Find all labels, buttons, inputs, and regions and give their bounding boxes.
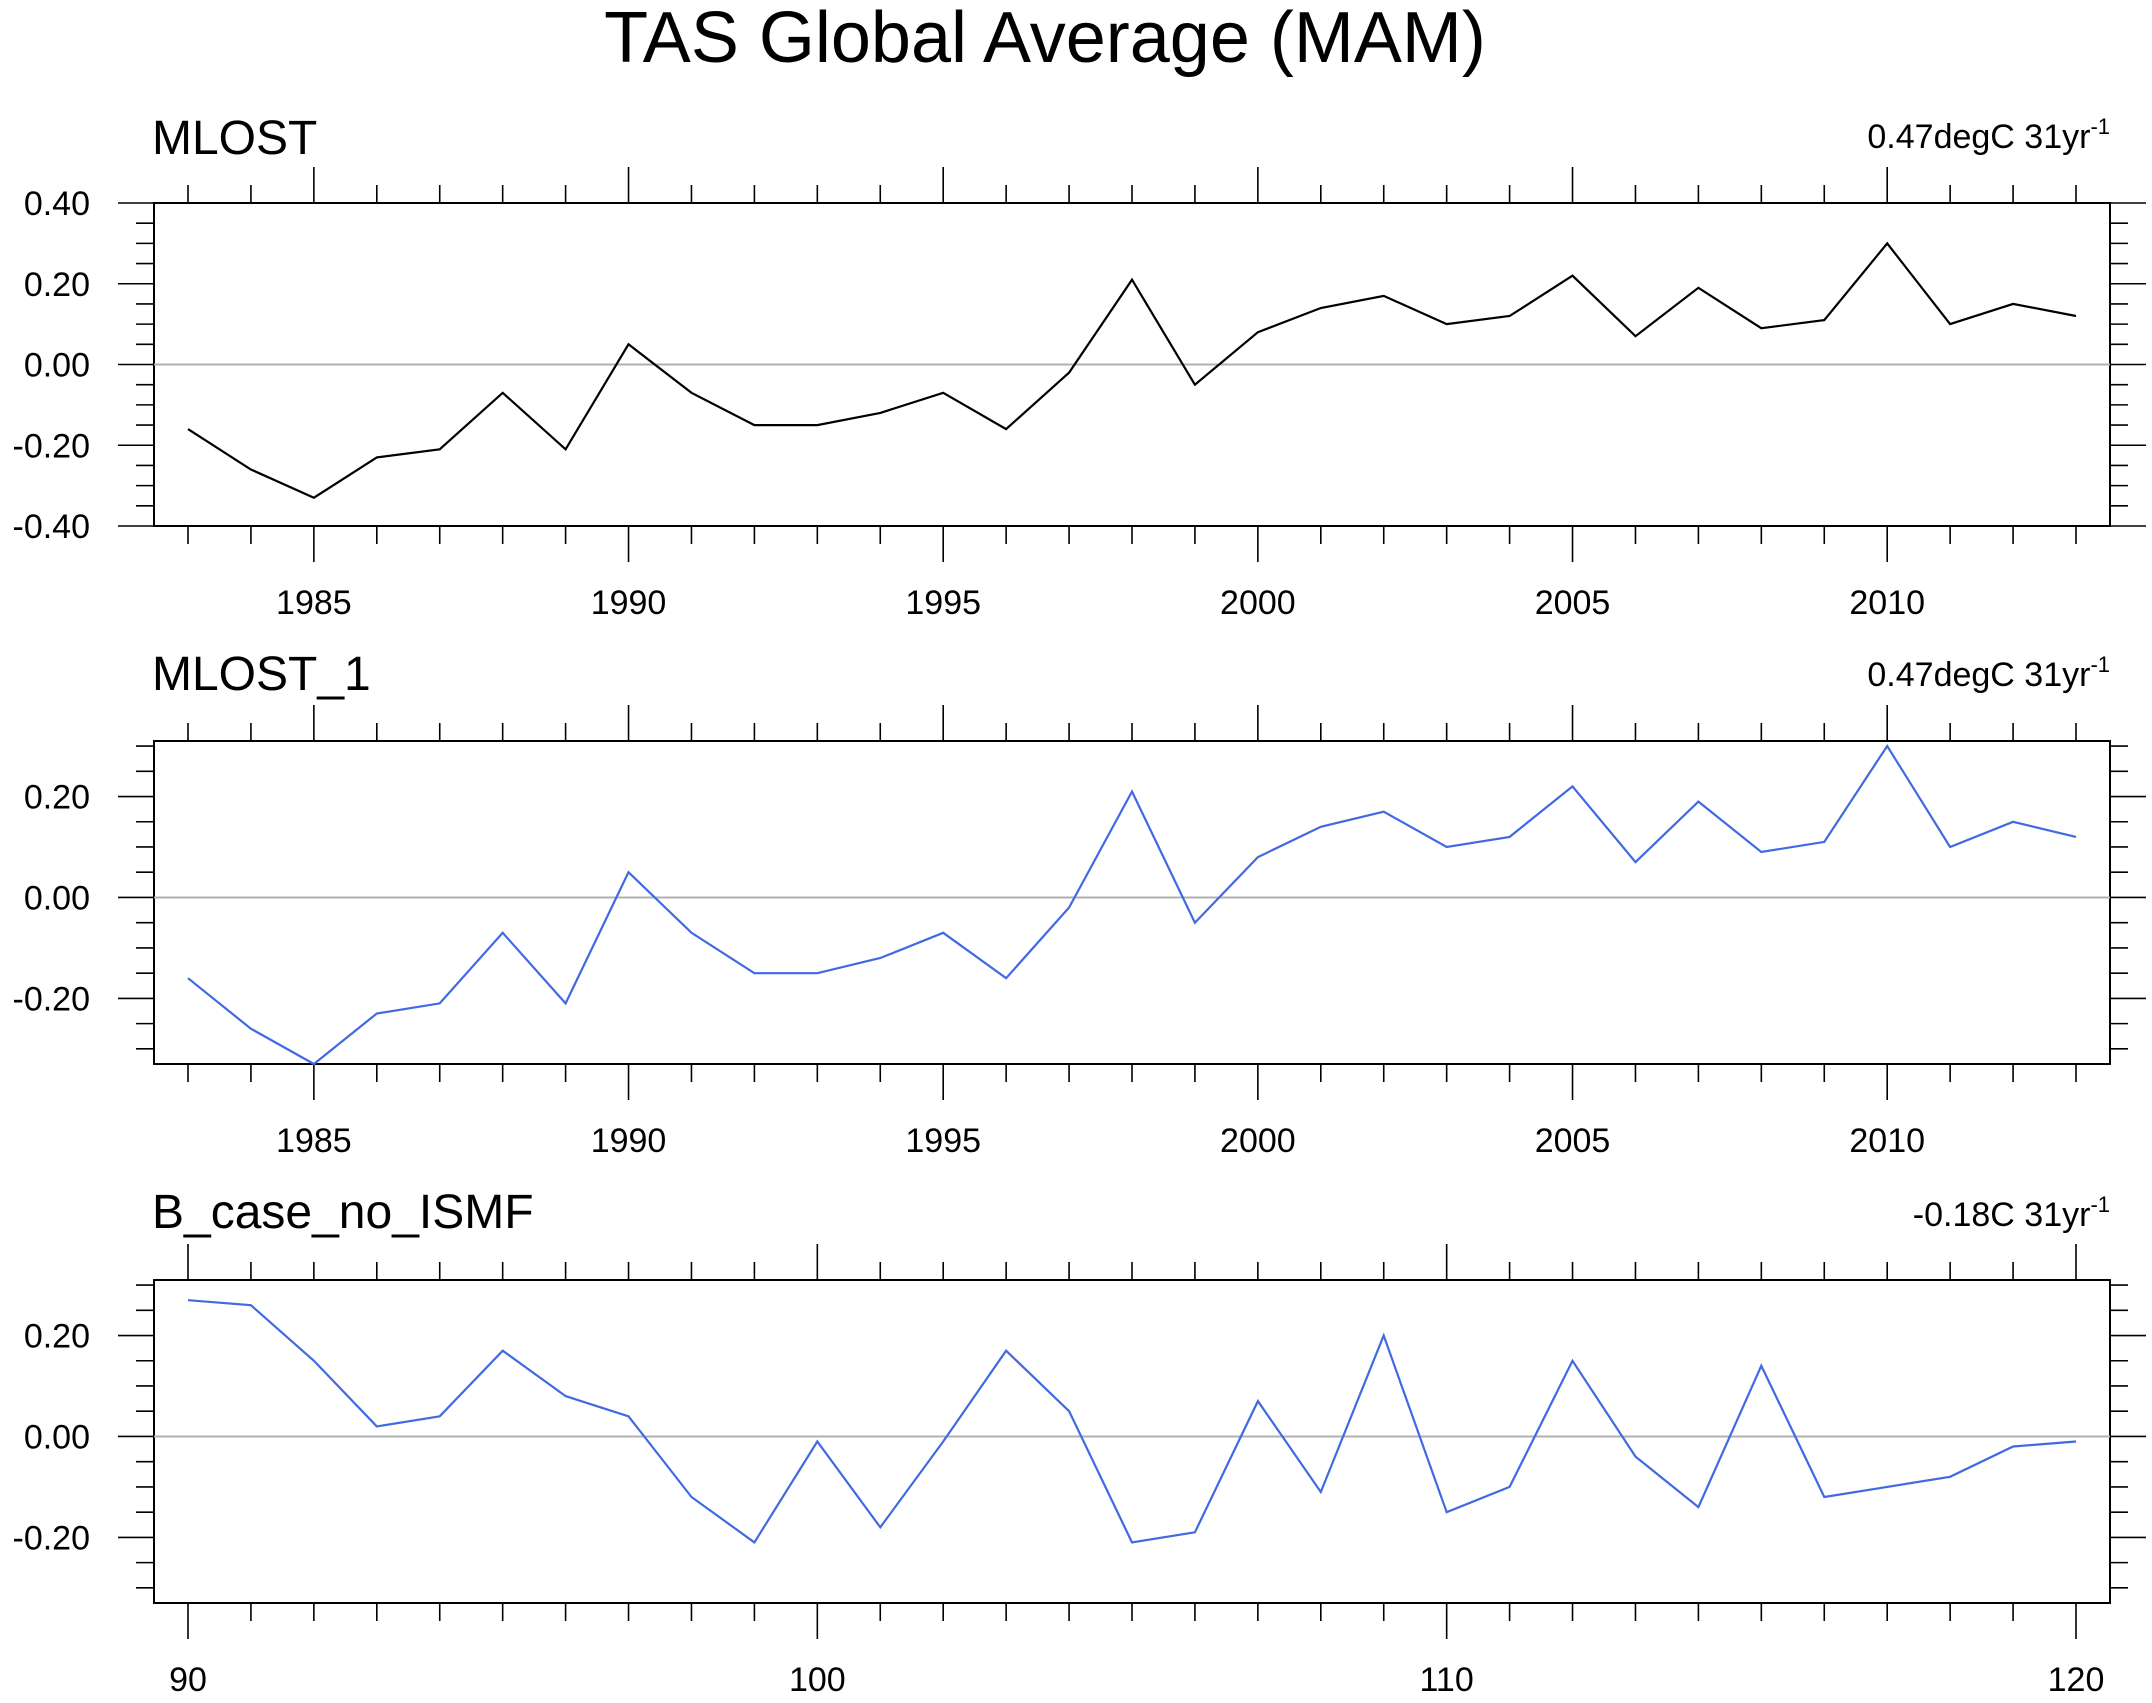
panel-title: B_case_no_ISMF — [152, 1186, 534, 1239]
y-tick-label: 0.00 — [24, 1418, 90, 1456]
y-ticks: -0.40 -0.20 0.00 0.20 0.40 — [13, 185, 2146, 546]
x-tick-label: 120 — [2048, 1661, 2105, 1699]
x-tick-label: 2000 — [1220, 584, 1296, 622]
trend-label: 0.47degC 31yr-1 — [1867, 652, 2110, 694]
x-tick-label: 1995 — [905, 584, 981, 622]
panel-b-case-no-ismf: B_case_no_ISMF -0.18C 31yr-1 90 100 110 120… — [13, 1186, 2146, 1699]
series-line — [187, 241, 2077, 499]
trend-exponent: -1 — [2090, 652, 2110, 677]
figure-title: TAS Global Average (MAM) — [604, 0, 1486, 78]
x-tick-label: 1995 — [905, 1122, 981, 1160]
trend-label: -0.18C 31yr-1 — [1913, 1192, 2110, 1234]
panel-title: MLOST — [152, 112, 317, 165]
trend-value: -0.18C 31yr — [1913, 1196, 2091, 1234]
x-ticks: 1985 1990 1995 2000 2005 2010 — [187, 167, 2077, 622]
series-line — [187, 743, 2077, 1066]
x-tick-label: 90 — [169, 1661, 207, 1699]
x-tick-label: 100 — [789, 1661, 846, 1699]
y-ticks: -0.20 0.00 0.20 — [13, 1284, 2146, 1589]
panel-mlost: MLOST 0.47degC 31yr-1 1985 1990 1995 2000 20… — [13, 112, 2146, 622]
panel-title: MLOST_1 — [152, 648, 371, 701]
y-tick-label: -0.40 — [13, 508, 91, 546]
x-tick-label: 1985 — [276, 1122, 352, 1160]
trend-label: 0.47degC 31yr-1 — [1867, 114, 2110, 156]
x-tick-label: 2005 — [1535, 584, 1611, 622]
y-tick-label: -0.20 — [13, 427, 91, 465]
x-tick-label: 1990 — [591, 584, 667, 622]
panel-mlost-1: MLOST_1 0.47degC 31yr-1 1985 1990 1995 2000… — [13, 648, 2146, 1160]
trend-exponent: -1 — [2090, 1192, 2110, 1217]
y-tick-label: 0.20 — [24, 779, 90, 817]
y-tick-label: 0.40 — [24, 185, 90, 223]
x-tick-label: 2000 — [1220, 1122, 1296, 1160]
x-tick-label: 1985 — [276, 584, 352, 622]
y-tick-label: 0.20 — [24, 266, 90, 304]
y-tick-label: -0.20 — [13, 1519, 91, 1557]
trend-value: 0.47degC 31yr — [1867, 656, 2090, 694]
x-ticks: 90 100 110 120 — [169, 1244, 2104, 1699]
y-ticks: -0.20 0.00 0.20 — [13, 745, 2146, 1050]
x-ticks: 1985 1990 1995 2000 2005 2010 — [187, 705, 2077, 1160]
y-tick-label: 0.00 — [24, 347, 90, 385]
x-tick-label: 1990 — [591, 1122, 667, 1160]
series-line — [187, 1299, 2077, 1544]
y-tick-label: -0.20 — [13, 980, 91, 1018]
x-tick-label: 2005 — [1535, 1122, 1611, 1160]
x-tick-label: 2010 — [1849, 584, 1925, 622]
y-tick-label: 0.20 — [24, 1318, 90, 1356]
x-tick-label: 2010 — [1849, 1122, 1925, 1160]
x-tick-label: 110 — [1420, 1661, 1474, 1699]
trend-value: 0.47degC 31yr — [1867, 118, 2090, 156]
trend-exponent: -1 — [2090, 114, 2110, 139]
y-tick-label: 0.00 — [24, 879, 90, 917]
plot-frame — [153, 1279, 2111, 1604]
